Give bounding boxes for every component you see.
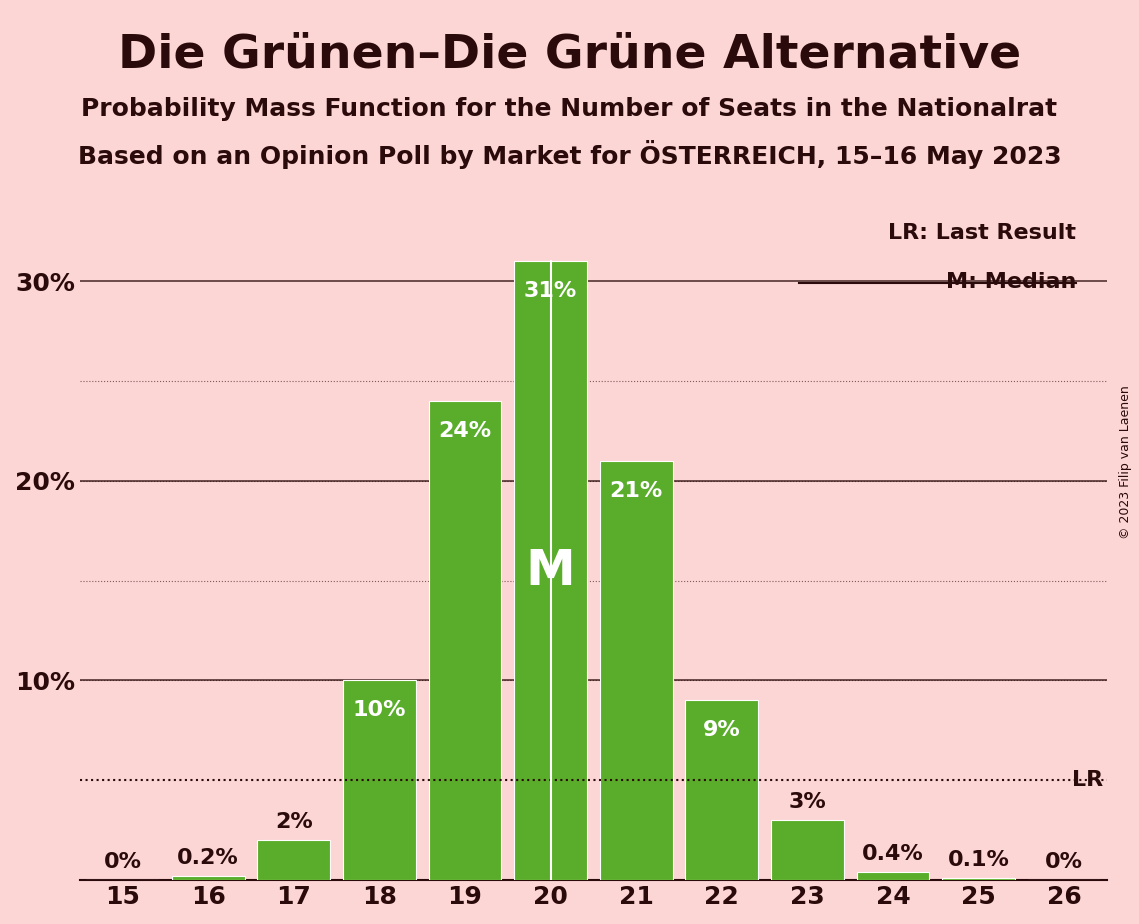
Text: 0%: 0% — [104, 852, 141, 872]
Text: 21%: 21% — [609, 480, 663, 501]
Bar — [172, 876, 245, 881]
Text: M: Median: M: Median — [945, 273, 1076, 292]
Text: Probability Mass Function for the Number of Seats in the Nationalrat: Probability Mass Function for the Number… — [81, 97, 1058, 121]
Text: Die Grünen–Die Grüne Alternative: Die Grünen–Die Grüne Alternative — [118, 32, 1021, 78]
Text: 24%: 24% — [439, 421, 492, 441]
Text: 2%: 2% — [274, 812, 313, 833]
Text: M: M — [526, 547, 575, 595]
Bar — [257, 840, 330, 881]
Text: 0.1%: 0.1% — [948, 850, 1009, 870]
Bar — [343, 680, 416, 881]
Bar — [857, 872, 929, 881]
Text: 31%: 31% — [524, 281, 577, 301]
Text: 10%: 10% — [353, 700, 407, 721]
Bar — [771, 821, 844, 881]
Text: 0.4%: 0.4% — [862, 845, 924, 864]
Bar — [942, 878, 1015, 881]
Text: 3%: 3% — [788, 792, 826, 812]
Text: 9%: 9% — [703, 721, 740, 740]
Bar — [686, 700, 759, 881]
Bar — [428, 401, 501, 881]
Text: 0.2%: 0.2% — [178, 848, 239, 869]
Text: LR: Last Result: LR: Last Result — [888, 224, 1076, 243]
Text: Based on an Opinion Poll by Market for ÖSTERREICH, 15–16 May 2023: Based on an Opinion Poll by Market for Ö… — [77, 140, 1062, 169]
Text: © 2023 Filip van Laenen: © 2023 Filip van Laenen — [1118, 385, 1132, 539]
Text: 0%: 0% — [1046, 852, 1083, 872]
Text: LR: LR — [1072, 771, 1103, 790]
Bar — [514, 261, 587, 881]
Bar — [600, 461, 672, 881]
